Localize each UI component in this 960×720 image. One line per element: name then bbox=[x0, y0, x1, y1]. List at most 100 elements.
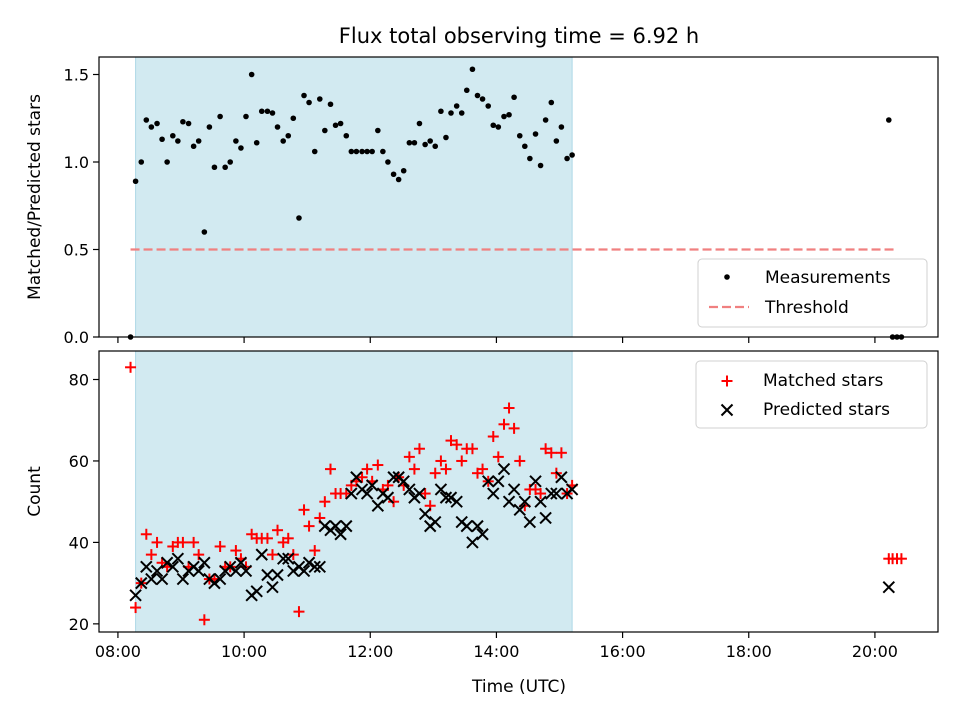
x-b bbox=[429, 515, 442, 529]
predicted-point bbox=[444, 491, 458, 504]
x-b bbox=[176, 572, 190, 586]
x-b bbox=[444, 491, 458, 504]
measurement-point bbox=[463, 87, 470, 94]
predicted-point bbox=[413, 487, 426, 500]
x-b bbox=[192, 564, 205, 578]
predicted-point bbox=[429, 515, 442, 529]
measurement-point bbox=[280, 138, 287, 144]
measurement-point bbox=[506, 111, 512, 118]
predicted-point bbox=[350, 471, 363, 484]
measurement-point bbox=[375, 127, 381, 134]
x-b bbox=[371, 499, 385, 512]
x-b bbox=[387, 471, 400, 484]
measurement-point bbox=[448, 110, 454, 116]
measurement-point bbox=[380, 148, 386, 155]
predicted-point bbox=[250, 585, 263, 598]
predicted-point bbox=[198, 556, 211, 569]
x-b bbox=[466, 536, 479, 549]
predicted-point bbox=[266, 580, 279, 594]
legend: Matched stars Predicted stars bbox=[695, 360, 928, 429]
matched-point bbox=[477, 463, 489, 475]
predicted-point bbox=[271, 568, 284, 582]
predicted-point bbox=[492, 475, 505, 488]
plot-area bbox=[125, 361, 907, 626]
x-b bbox=[487, 487, 500, 500]
predicted-point bbox=[365, 479, 379, 492]
predicted-point bbox=[482, 475, 495, 488]
x-b bbox=[208, 576, 221, 590]
measurement-point bbox=[516, 132, 523, 139]
matched-point bbox=[272, 524, 284, 536]
x-b bbox=[261, 568, 274, 582]
measurement-point bbox=[322, 127, 328, 134]
matched-point bbox=[198, 614, 210, 626]
predicted-point bbox=[208, 576, 221, 590]
predicted-point bbox=[371, 499, 385, 512]
measurement-point bbox=[258, 108, 265, 115]
measurement-point bbox=[532, 131, 539, 137]
x-b bbox=[340, 519, 353, 533]
x-b bbox=[135, 576, 148, 590]
x-b bbox=[539, 511, 552, 525]
predicted-point bbox=[518, 495, 532, 508]
measurement-point bbox=[479, 96, 486, 102]
matched-point bbox=[555, 447, 567, 459]
matched-point bbox=[535, 488, 547, 500]
predicted-point bbox=[234, 556, 248, 569]
x-b bbox=[882, 580, 896, 594]
measurement-point bbox=[385, 159, 391, 165]
x-b bbox=[313, 560, 326, 574]
matched-point bbox=[503, 402, 515, 414]
top-panel: 0.0 0.5 1.0 1.5 Matched/Predicted stars Measu… bbox=[25, 56, 939, 347]
chart-title: Flux total observing time = 6.92 h bbox=[339, 24, 699, 48]
measurement-point bbox=[248, 71, 255, 78]
matched-point bbox=[230, 545, 242, 557]
predicted-point bbox=[487, 487, 500, 500]
matched-point bbox=[188, 536, 200, 548]
predicted-point bbox=[539, 511, 552, 525]
legend-marker-measurements bbox=[724, 274, 730, 280]
predicted-point bbox=[476, 528, 489, 541]
measurement-point bbox=[217, 113, 223, 120]
matched-point bbox=[429, 467, 441, 479]
matched-point bbox=[361, 463, 373, 475]
x-b bbox=[565, 483, 579, 496]
legend-marker-predicted-b bbox=[720, 403, 734, 417]
measurement-point bbox=[427, 138, 433, 144]
predicted-point bbox=[135, 576, 148, 590]
matched-point bbox=[261, 532, 273, 544]
predicted-point bbox=[882, 580, 896, 594]
predicted-point bbox=[329, 519, 342, 533]
axes-frame bbox=[98, 56, 939, 338]
matched-point bbox=[214, 540, 226, 552]
measurement-point bbox=[458, 110, 465, 116]
x-b bbox=[302, 556, 316, 569]
measurement-point bbox=[438, 108, 444, 115]
x-b bbox=[555, 471, 568, 484]
predicted-point bbox=[140, 560, 153, 574]
matched-point bbox=[325, 463, 337, 475]
matched-point bbox=[545, 447, 557, 459]
measurement-point bbox=[306, 99, 312, 106]
matched-point bbox=[435, 455, 447, 467]
x-axis-label: Time (UTC) bbox=[471, 677, 566, 697]
measurement-point bbox=[522, 143, 528, 150]
measurement-point bbox=[390, 171, 397, 178]
predicted-point bbox=[397, 475, 410, 488]
measurement-point bbox=[327, 101, 334, 108]
x-b bbox=[229, 564, 243, 578]
predicted-point bbox=[150, 564, 164, 578]
x-tick-label: 14:00 bbox=[473, 642, 519, 661]
measurement-point bbox=[453, 103, 460, 109]
matched-point bbox=[514, 455, 526, 467]
x-b bbox=[492, 475, 505, 488]
matched-point bbox=[451, 439, 463, 451]
measurement-point bbox=[542, 117, 549, 123]
matched-point bbox=[356, 471, 368, 483]
measurement-point bbox=[264, 108, 271, 115]
predicted-point bbox=[360, 487, 374, 500]
legend: Measurements Threshold bbox=[697, 258, 928, 328]
legend-box bbox=[697, 258, 928, 328]
y-tick-label: 40 bbox=[69, 533, 89, 552]
measurement-point bbox=[222, 164, 228, 171]
